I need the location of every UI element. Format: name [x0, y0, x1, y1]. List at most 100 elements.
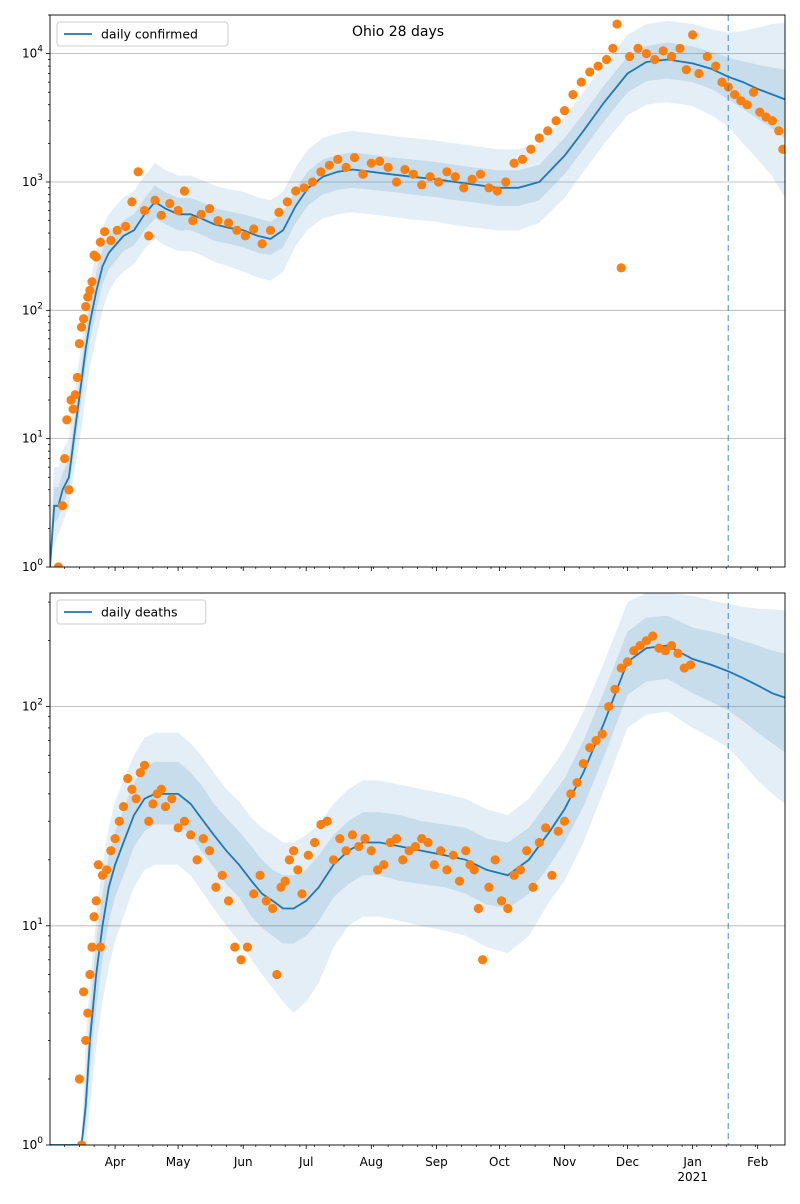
x-tick-label: Aug	[360, 1155, 383, 1169]
observed-point	[400, 164, 410, 175]
observed-point	[74, 1074, 84, 1084]
observed-point	[257, 239, 267, 249]
observed-point	[291, 186, 301, 196]
observed-point	[442, 167, 452, 177]
observed-point	[310, 837, 320, 848]
y-tick-label-base: 10	[22, 919, 37, 933]
observed-point	[685, 660, 696, 670]
observed-point	[576, 77, 586, 87]
observed-point	[198, 834, 208, 844]
observed-point	[205, 204, 215, 214]
observed-point	[423, 837, 433, 848]
observed-point	[133, 167, 143, 177]
observed-point	[70, 390, 80, 400]
observed-point	[660, 646, 670, 656]
x-tick-label: Jan	[682, 1155, 702, 1169]
observed-point	[673, 648, 683, 658]
observed-point	[123, 773, 133, 784]
observed-point	[173, 823, 183, 833]
observed-point	[629, 646, 639, 656]
observed-point	[383, 162, 393, 172]
observed-point	[484, 882, 494, 892]
observed-point	[492, 186, 502, 196]
observed-point	[490, 855, 500, 865]
observed-point	[547, 870, 557, 880]
observed-point	[459, 183, 469, 193]
observed-point	[484, 183, 494, 193]
y-tick-label-base: 10	[22, 700, 37, 714]
observed-point	[366, 158, 376, 168]
y-tick-label-base: 10	[22, 47, 37, 61]
observed-point	[373, 865, 383, 875]
observed-point	[144, 816, 154, 826]
observed-point	[341, 846, 351, 856]
chart-title: Ohio 28 days	[352, 24, 444, 40]
observed-point	[79, 987, 89, 997]
y-tick-label: 101	[22, 917, 43, 933]
observed-point	[76, 1140, 87, 1145]
observed-point	[509, 158, 519, 168]
x-tick-label: Apr	[105, 1155, 126, 1169]
observed-point	[541, 823, 551, 833]
observed-point	[501, 177, 511, 187]
observed-point	[240, 231, 250, 241]
observed-point	[236, 955, 246, 965]
observed-point	[694, 68, 704, 79]
observed-point	[503, 903, 513, 914]
observed-point	[475, 169, 486, 179]
plot-area	[50, 593, 785, 1145]
observed-point	[58, 501, 68, 511]
y-tick-label-exponent: 2	[37, 301, 43, 311]
observed-point	[461, 846, 471, 856]
observed-point	[566, 789, 576, 799]
observed-point	[173, 205, 183, 216]
legend-label: daily deaths	[101, 605, 178, 620]
observed-point	[559, 105, 570, 116]
observed-point	[601, 54, 612, 65]
observed-point	[553, 826, 563, 836]
observed-point	[81, 1035, 91, 1046]
y-tick-label-exponent: 0	[37, 1136, 43, 1146]
observed-point	[299, 183, 309, 193]
observed-point	[289, 846, 299, 856]
observed-point	[268, 903, 278, 914]
observed-point	[156, 784, 166, 794]
observed-point	[436, 846, 446, 856]
inner-uncertainty-band	[50, 42, 785, 567]
observed-point	[217, 870, 227, 880]
observed-point	[391, 177, 402, 187]
y-tick-label: 102	[22, 301, 43, 317]
observed-point	[658, 46, 668, 56]
observed-point	[139, 760, 150, 770]
observed-point	[517, 154, 528, 164]
observed-point	[85, 969, 95, 980]
observed-point	[144, 231, 154, 241]
observed-point	[543, 126, 553, 136]
legend-label: daily confirmed	[101, 27, 198, 42]
observed-point	[755, 107, 765, 117]
observed-point	[272, 969, 282, 980]
observed-point	[410, 841, 420, 852]
observed-point	[648, 631, 658, 641]
observed-point	[578, 758, 589, 769]
observed-point	[261, 896, 271, 906]
observed-point	[515, 865, 526, 875]
model-line	[50, 58, 785, 567]
observed-point	[610, 684, 620, 694]
observed-point	[454, 876, 465, 886]
observed-point	[572, 778, 582, 788]
observed-point	[160, 801, 171, 812]
observed-point	[635, 640, 645, 651]
y-tick-label-exponent: 2	[37, 698, 43, 708]
observed-point	[625, 51, 635, 62]
observed-point	[509, 870, 519, 880]
observed-point	[391, 834, 402, 844]
observed-point	[89, 912, 99, 922]
observed-point	[688, 30, 698, 40]
observed-point	[360, 834, 370, 844]
x-tick-label: Jul	[298, 1155, 313, 1169]
observed-point	[213, 216, 223, 226]
observed-point	[448, 850, 458, 860]
